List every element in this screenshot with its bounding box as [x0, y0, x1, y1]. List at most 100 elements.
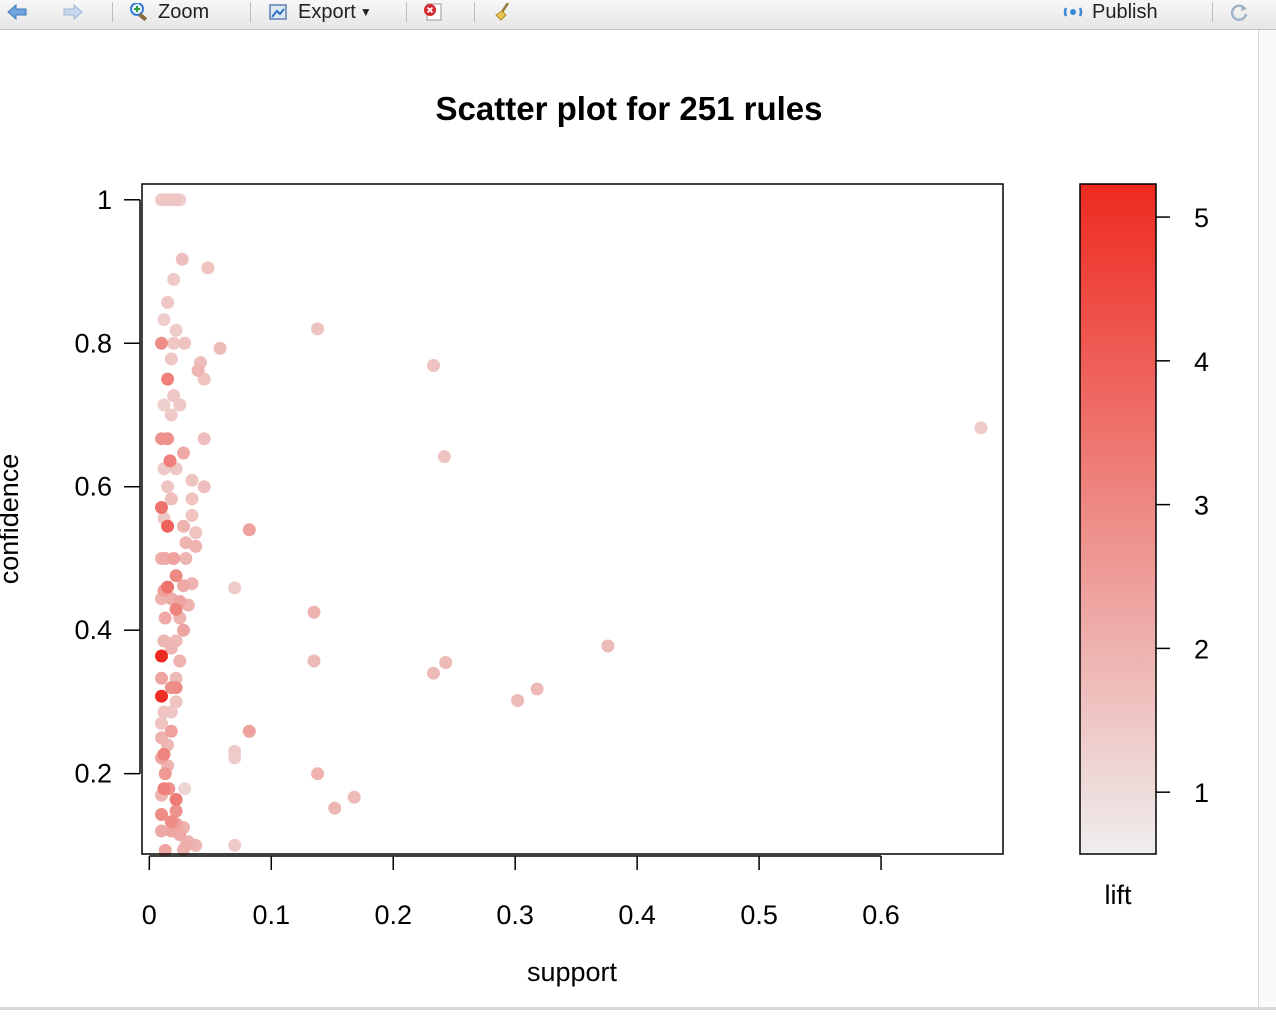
data-point — [169, 793, 183, 806]
remove-plot-button[interactable] — [422, 0, 452, 24]
data-point — [427, 666, 440, 680]
x-tick-label: 0.5 — [740, 900, 778, 930]
data-point — [185, 473, 199, 487]
window-bottom-border — [0, 1007, 1276, 1010]
export-icon — [269, 4, 287, 20]
lift-color-bar-ticks: 1 2 3 4 5 — [1156, 203, 1209, 808]
data-point — [157, 313, 171, 327]
data-point — [169, 602, 183, 616]
data-point — [161, 580, 175, 594]
data-point — [601, 639, 615, 653]
forward-arrow-icon — [63, 3, 83, 21]
color-bar-tick-label: 4 — [1194, 347, 1209, 377]
refresh-icon — [1230, 4, 1248, 21]
x-axis: 0 0.1 0.2 0.3 0.4 0.5 0.6 — [142, 855, 900, 930]
data-point — [177, 579, 190, 593]
x-tick-label: 0.3 — [496, 900, 534, 930]
toolbar-separator — [474, 2, 475, 22]
data-point — [164, 641, 178, 655]
data-point — [189, 526, 203, 540]
plot-toolbar: Zoom Export ▼ Publish — [0, 0, 1276, 30]
data-point — [179, 552, 193, 565]
color-bar-tick-label: 3 — [1194, 491, 1209, 521]
forward-button[interactable] — [62, 0, 92, 24]
data-point — [173, 398, 187, 412]
publish-label: Publish — [1092, 0, 1158, 23]
data-point — [169, 569, 183, 583]
y-tick-label: 1 — [97, 185, 112, 215]
data-point — [158, 767, 172, 781]
x-tick-label: 0.2 — [374, 900, 412, 930]
vertical-scrollbar[interactable] — [1258, 30, 1276, 1010]
data-point — [163, 454, 177, 468]
export-button[interactable]: Export ▼ — [268, 0, 372, 24]
data-point — [155, 649, 168, 663]
toolbar-separator — [250, 2, 251, 22]
chart-title: Scatter plot for 251 rules — [436, 90, 823, 127]
data-point — [157, 747, 171, 761]
data-point — [242, 724, 256, 738]
data-point — [159, 193, 173, 207]
data-point — [157, 782, 171, 796]
data-point — [155, 501, 168, 514]
data-point — [167, 272, 181, 286]
data-point — [328, 801, 342, 815]
data-point — [155, 671, 168, 685]
data-point — [175, 252, 189, 266]
data-point — [427, 359, 440, 372]
data-point — [164, 352, 178, 366]
data-point — [155, 689, 168, 703]
data-point — [155, 336, 168, 350]
zoom-button[interactable]: Zoom — [128, 0, 209, 24]
data-point — [167, 389, 181, 403]
data-point — [197, 480, 211, 494]
clear-plots-button[interactable] — [492, 0, 522, 24]
x-tick-label: 0.4 — [618, 900, 656, 930]
data-point — [161, 372, 175, 386]
data-point — [179, 838, 193, 852]
data-point — [161, 480, 175, 494]
zoom-icon — [130, 3, 148, 21]
publish-button[interactable]: Publish — [1062, 0, 1158, 24]
data-point — [158, 843, 172, 857]
lift-color-bar — [1079, 183, 1157, 855]
data-points — [155, 193, 988, 857]
data-point — [191, 364, 205, 377]
data-point — [511, 694, 525, 707]
data-point — [213, 341, 227, 355]
data-point — [437, 450, 451, 464]
data-point — [185, 492, 199, 506]
data-point — [197, 432, 211, 446]
data-point — [158, 611, 172, 625]
data-point — [179, 536, 193, 550]
toolbar-separator — [406, 2, 407, 22]
y-tick-label: 0.4 — [74, 615, 112, 645]
back-button[interactable] — [6, 0, 36, 24]
data-point — [155, 731, 168, 745]
data-point — [164, 815, 178, 829]
data-point — [228, 838, 242, 852]
data-point — [178, 782, 192, 796]
refresh-button[interactable] — [1228, 0, 1258, 24]
y-axis: 0.2 0.4 0.6 0.8 1 — [74, 185, 141, 789]
toolbar-separator — [1212, 2, 1213, 22]
data-point — [347, 790, 361, 804]
data-point — [307, 605, 321, 619]
data-point — [169, 804, 183, 818]
scatter-chart: Scatter plot for 251 rules 0 0.1 0.2 0.3 0.4… — [0, 90, 1209, 987]
data-point — [228, 751, 242, 765]
data-point — [173, 654, 187, 668]
x-tick-label: 0.6 — [862, 900, 900, 930]
data-point — [530, 682, 544, 696]
data-point — [242, 523, 256, 537]
data-point — [307, 654, 321, 668]
color-bar-label: lift — [1105, 880, 1132, 910]
broom-icon — [495, 3, 510, 21]
data-point — [164, 492, 178, 506]
data-point — [169, 681, 183, 695]
data-point — [161, 519, 175, 533]
data-point — [177, 446, 190, 460]
data-point — [167, 336, 181, 350]
plot-viewer: Scatter plot for 251 rules 0 0.1 0.2 0.3 0.4… — [0, 30, 1258, 1010]
data-point — [155, 716, 168, 730]
